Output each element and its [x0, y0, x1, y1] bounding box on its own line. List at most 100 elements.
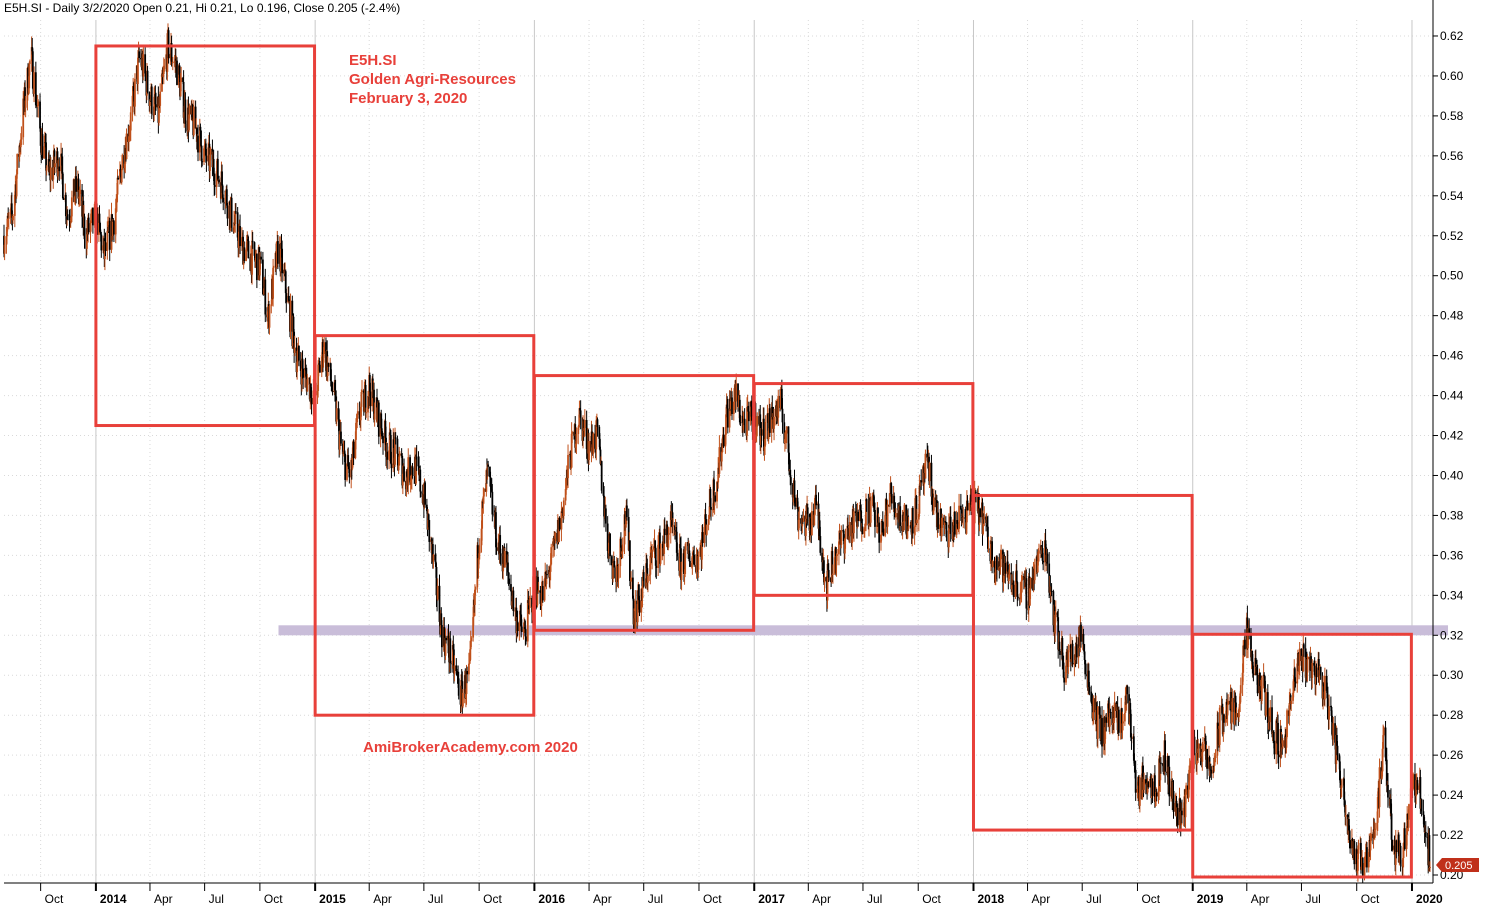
candle-body [478, 553, 481, 559]
candle-body [449, 638, 452, 664]
candle-body [574, 424, 577, 448]
candle-body [979, 508, 981, 518]
candle-body [1063, 677, 1066, 683]
candle-body [598, 426, 601, 439]
candle-body [890, 494, 893, 504]
candle-body [1171, 781, 1174, 799]
candle-body [1419, 777, 1422, 809]
x-tick-label: Jul [867, 892, 882, 906]
candle-body [1313, 665, 1316, 676]
candle-body [344, 454, 347, 480]
candle-body [212, 158, 215, 175]
candle-body [1062, 662, 1065, 678]
candle-body [1238, 703, 1241, 709]
candle-body [785, 433, 787, 439]
candle-body [1020, 592, 1022, 594]
candle-body [505, 551, 508, 565]
candle-body [1325, 675, 1328, 691]
candle-body [632, 598, 635, 625]
candle-body [495, 512, 497, 548]
candle-body [575, 434, 578, 444]
candle-body [767, 430, 770, 440]
candle-body [641, 585, 644, 599]
candle-body [90, 213, 92, 224]
candle-body [131, 95, 134, 113]
candle-body [648, 574, 651, 576]
candle-body [504, 551, 506, 568]
candle-body [469, 649, 472, 662]
candle-body [617, 566, 620, 579]
candle-body [245, 241, 248, 250]
candle-body [200, 145, 203, 162]
candle-body [142, 54, 145, 77]
candle-body [239, 226, 241, 247]
candle-body [472, 599, 475, 618]
candle-body [161, 73, 163, 92]
candle-body [874, 510, 876, 527]
candle-body [755, 426, 758, 435]
candle-body [1292, 679, 1295, 693]
candle-body [182, 81, 185, 118]
candle-body [1390, 799, 1392, 814]
candle-body [777, 395, 780, 418]
candle-body [1344, 807, 1347, 817]
candle-body [911, 507, 914, 534]
candle-body [708, 516, 711, 520]
candle-body [672, 525, 675, 527]
candle-body [1189, 763, 1192, 769]
candle-body [1044, 540, 1046, 563]
candle-body [61, 156, 64, 174]
candle-body [296, 361, 299, 373]
candle-body [659, 532, 661, 564]
candle-body [243, 247, 246, 261]
candle-body [460, 680, 463, 682]
candle-body [603, 495, 605, 517]
candle-body [966, 500, 969, 511]
candle-body [1230, 711, 1233, 724]
candle-body [952, 525, 954, 540]
candle-body [970, 494, 972, 508]
candle-body [176, 60, 178, 85]
candle-body [1399, 845, 1402, 864]
y-tick-label: 0.56 [1440, 149, 1464, 163]
candle-body [1141, 765, 1144, 799]
candle-body [1061, 637, 1064, 659]
candle-body [6, 215, 9, 228]
candle-body [735, 383, 738, 402]
candle-body [871, 496, 874, 501]
candle-body [600, 461, 603, 491]
candle-body [1328, 706, 1330, 720]
candle-body [599, 449, 602, 464]
candle-body [1011, 585, 1013, 590]
candle-body [409, 457, 411, 483]
candle-body [1423, 827, 1426, 833]
candle-body [991, 561, 994, 567]
x-tick-label: Jul [209, 892, 224, 906]
candle-body [1364, 861, 1367, 864]
candle-body [931, 493, 934, 512]
candle-body [917, 513, 920, 520]
candle-body [882, 528, 885, 536]
candle-body [457, 678, 460, 696]
candle-body [1428, 835, 1431, 869]
candle-body [932, 497, 935, 511]
candle-body [1355, 849, 1358, 873]
candle-body [1302, 644, 1305, 672]
candle-body [1187, 789, 1190, 799]
candle-body [466, 671, 469, 675]
candle-body [1020, 580, 1023, 593]
candle-body [704, 514, 707, 520]
candle-body [162, 69, 165, 75]
candle-body [167, 30, 170, 59]
candle-body [335, 408, 338, 422]
candle-body [234, 211, 237, 213]
candle-body [1092, 698, 1095, 713]
candle-body [277, 241, 279, 264]
candle-body [1310, 656, 1312, 671]
candle-body [1326, 698, 1329, 719]
candle-body [70, 197, 73, 217]
candle-body [1095, 704, 1098, 711]
x-tick-label: 2018 [977, 892, 1004, 906]
candle-body [1356, 870, 1359, 873]
candle-body [1199, 743, 1202, 758]
